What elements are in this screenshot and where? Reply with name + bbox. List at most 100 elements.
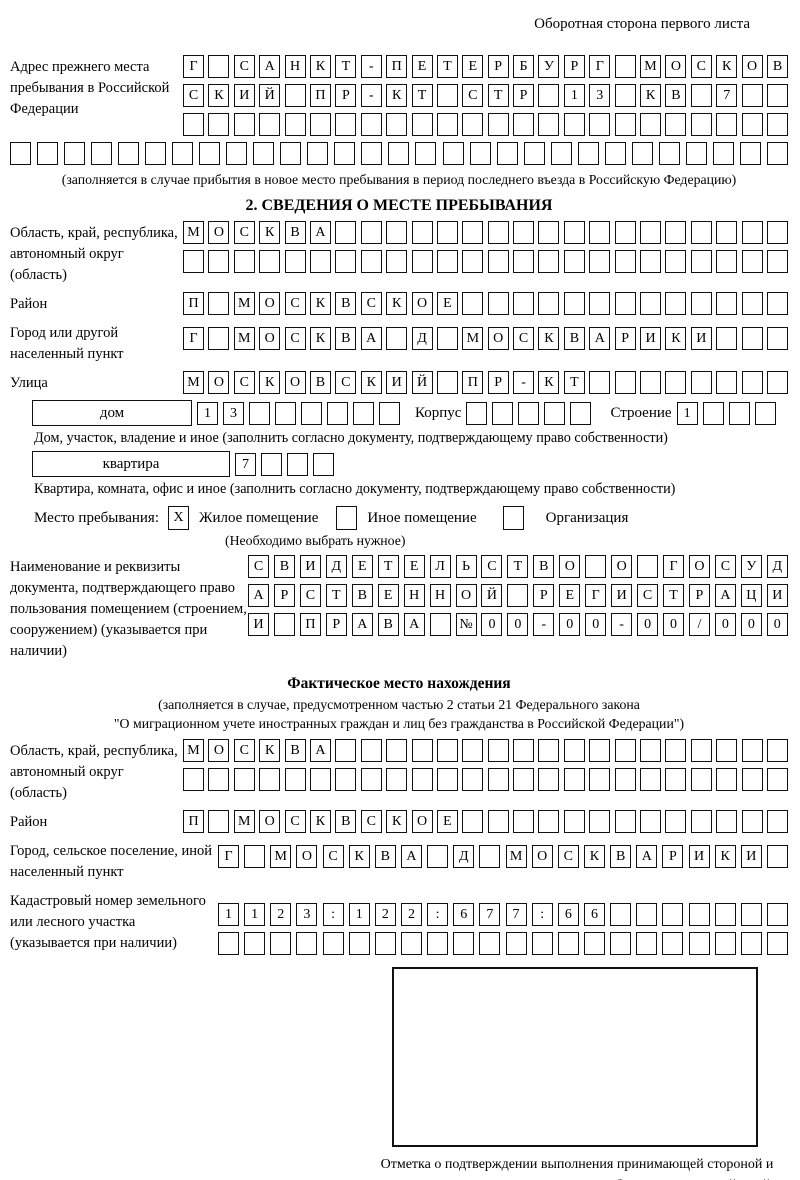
char-cell[interactable]: С xyxy=(284,327,306,351)
char-cell[interactable]: 2 xyxy=(400,903,422,927)
char-cell[interactable] xyxy=(728,401,750,425)
char-cell[interactable]: С xyxy=(284,810,306,834)
char-cell[interactable] xyxy=(740,932,762,956)
char-cell[interactable] xyxy=(589,739,611,763)
char-cell[interactable]: М xyxy=(233,810,255,834)
char-cell[interactable] xyxy=(259,768,281,792)
char-cell[interactable]: Т xyxy=(377,555,399,579)
char-cell[interactable] xyxy=(284,768,306,792)
char-cell[interactable] xyxy=(614,221,636,245)
char-cell[interactable] xyxy=(487,768,509,792)
char-cell[interactable] xyxy=(233,113,255,136)
char-cell[interactable] xyxy=(436,113,458,136)
char-cell[interactable] xyxy=(610,903,632,927)
char-cell[interactable] xyxy=(353,401,374,425)
char-cell[interactable] xyxy=(487,292,509,316)
char-cell[interactable]: С xyxy=(513,327,535,351)
char-cell[interactable] xyxy=(636,932,658,956)
char-cell[interactable] xyxy=(690,371,712,395)
char-cell[interactable]: Р xyxy=(563,55,585,78)
char-cell[interactable]: 1 xyxy=(197,401,218,425)
char-cell[interactable] xyxy=(453,932,475,956)
char-cell[interactable] xyxy=(145,142,167,165)
char-cell[interactable]: И xyxy=(248,613,269,637)
char-cell[interactable] xyxy=(411,739,433,763)
char-cell[interactable] xyxy=(538,250,560,274)
char-cell[interactable] xyxy=(91,142,113,165)
char-cell[interactable] xyxy=(208,55,230,78)
char-cell[interactable]: С xyxy=(481,555,503,579)
char-cell[interactable] xyxy=(518,401,540,425)
char-cell[interactable] xyxy=(335,221,357,245)
char-cell[interactable]: 7 xyxy=(479,903,501,927)
char-cell[interactable] xyxy=(589,371,611,395)
char-cell[interactable] xyxy=(492,401,514,425)
char-cell[interactable]: О xyxy=(411,292,433,316)
char-cell[interactable] xyxy=(284,250,306,274)
char-cell[interactable]: 0 xyxy=(507,613,529,637)
char-cell[interactable]: С xyxy=(284,292,306,316)
char-cell[interactable] xyxy=(716,113,738,136)
char-cell[interactable] xyxy=(287,452,308,476)
char-cell[interactable] xyxy=(208,250,230,274)
char-cell[interactable]: Н xyxy=(403,584,425,608)
char-cell[interactable] xyxy=(208,327,230,351)
char-cell[interactable] xyxy=(690,250,712,274)
char-cell[interactable] xyxy=(740,903,762,927)
char-cell[interactable]: А xyxy=(309,739,331,763)
char-cell[interactable] xyxy=(462,810,484,834)
char-cell[interactable] xyxy=(442,142,464,165)
char-cell[interactable]: К xyxy=(208,84,230,107)
char-cell[interactable] xyxy=(766,84,788,107)
char-cell[interactable]: Р xyxy=(487,55,509,78)
char-cell[interactable] xyxy=(716,221,738,245)
char-cell[interactable]: 7 xyxy=(235,452,256,476)
char-cell[interactable]: И xyxy=(386,371,408,395)
char-cell[interactable] xyxy=(513,113,535,136)
char-cell[interactable] xyxy=(766,810,788,834)
char-cell[interactable]: Г xyxy=(218,845,239,869)
char-cell[interactable] xyxy=(766,113,788,136)
char-cell[interactable]: К xyxy=(640,84,662,107)
char-cell[interactable] xyxy=(766,327,788,351)
char-cell[interactable] xyxy=(172,142,194,165)
char-cell[interactable] xyxy=(563,250,585,274)
char-cell[interactable] xyxy=(487,250,509,274)
char-cell[interactable] xyxy=(37,142,59,165)
char-cell[interactable] xyxy=(640,113,662,136)
char-cell[interactable]: М xyxy=(183,739,204,763)
char-cell[interactable]: Г xyxy=(183,55,204,78)
char-cell[interactable] xyxy=(690,768,712,792)
char-cell[interactable] xyxy=(741,327,763,351)
char-cell[interactable] xyxy=(411,250,433,274)
char-cell[interactable]: И xyxy=(611,584,633,608)
char-cell[interactable]: - xyxy=(611,613,633,637)
char-cell[interactable]: Е xyxy=(377,584,399,608)
char-cell[interactable] xyxy=(637,555,659,579)
char-cell[interactable] xyxy=(690,84,712,107)
char-cell[interactable]: Р xyxy=(513,84,535,107)
char-cell[interactable] xyxy=(702,401,724,425)
char-cell[interactable]: Й xyxy=(481,584,503,608)
char-cell[interactable] xyxy=(538,221,560,245)
char-cell[interactable]: С xyxy=(462,84,484,107)
char-cell[interactable] xyxy=(741,250,763,274)
char-cell[interactable]: А xyxy=(636,845,658,869)
char-cell[interactable] xyxy=(386,768,408,792)
char-cell[interactable]: 0 xyxy=(637,613,659,637)
char-cell[interactable]: П xyxy=(309,84,331,107)
char-cell[interactable] xyxy=(386,250,408,274)
char-cell[interactable]: Б xyxy=(513,55,535,78)
char-cell[interactable]: А xyxy=(403,613,425,637)
char-cell[interactable]: К xyxy=(714,845,736,869)
char-cell[interactable] xyxy=(741,113,763,136)
char-cell[interactable] xyxy=(766,903,788,927)
char-cell[interactable]: 7 xyxy=(505,903,527,927)
char-cell[interactable]: О xyxy=(531,845,553,869)
char-cell[interactable]: Н xyxy=(429,584,451,608)
char-cell[interactable] xyxy=(538,84,560,107)
char-cell[interactable]: 3 xyxy=(589,84,611,107)
char-cell[interactable] xyxy=(544,401,566,425)
char-cell[interactable] xyxy=(462,250,484,274)
char-cell[interactable] xyxy=(585,555,607,579)
